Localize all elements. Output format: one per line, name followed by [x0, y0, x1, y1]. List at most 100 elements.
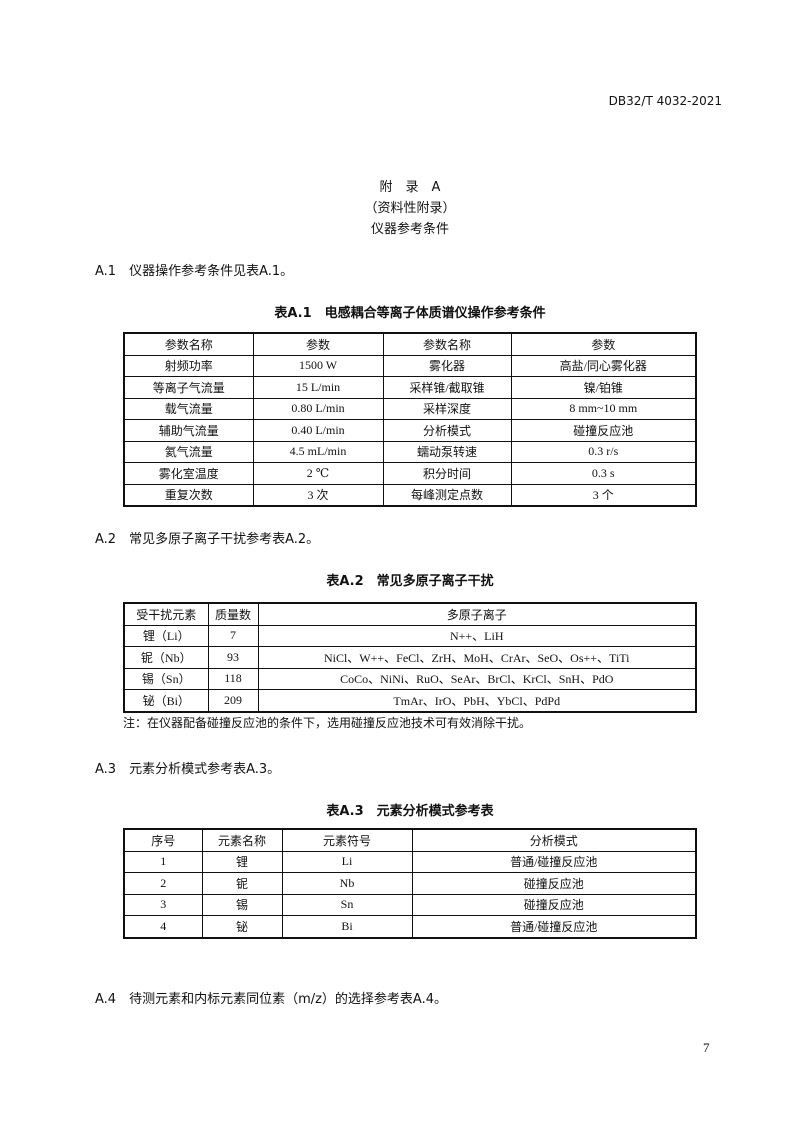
column-header: 分析模式 [411, 828, 697, 852]
appendix-title: 附 录 A [379, 180, 441, 195]
table-row: 铌（Nb） 93 NiCl、W++、FeCl、ZrH、MoH、CrAr、SeO、Os… [123, 646, 697, 669]
column-header: 质量数 [207, 602, 259, 626]
column-header: 元素符号 [281, 828, 413, 852]
table-cell: 积分时间 [382, 462, 512, 485]
table-cell: 辅助气流量 [123, 419, 254, 442]
column-header: 多原子离子 [257, 602, 697, 626]
table-cell: 7 [207, 624, 259, 647]
page-number: 7 [703, 1040, 710, 1055]
column-header: 参数名称 [382, 332, 512, 356]
table2-caption: 表A.2 常见多原子离子干扰 [326, 574, 494, 589]
table-row: 氦气流量 4.5 mL/min 蠕动泵转速 0.3 r/s [123, 440, 697, 463]
table3-caption: 表A.3 元素分析模式参考表 [326, 804, 494, 819]
table-cell: 118 [207, 667, 259, 690]
table-cell: 锂（Li） [123, 624, 209, 647]
table-row: 重复次数 3 次每峰测定点数 3 个 [123, 483, 697, 507]
table-cell: 普通/碰撞反应池 [411, 915, 697, 938]
table-cell: 射频功率 [123, 354, 254, 377]
table-row: 锂（Li） 7 N++、LiH [123, 624, 697, 647]
table-row: 射频功率 1500 W 雾化器 高盐/同心雾化器 [123, 354, 697, 377]
column-header: 参数 [252, 332, 384, 356]
table-cell: 碰撞反应池 [510, 419, 697, 442]
table-header-row: 受干扰元素 质量数 多原子离子 [123, 602, 697, 626]
table-cell: 0.80 L/min [252, 397, 384, 420]
table-cell: 采样锥/截取锥 [382, 376, 512, 399]
table-cell: 锂 [201, 850, 283, 873]
table-cell: Sn [281, 893, 413, 916]
column-header: 元素名称 [201, 828, 283, 852]
table-cell: 分析模式 [382, 419, 512, 442]
table-cell: TmAr、IrO、PbH、YbCl、PdPd [257, 689, 697, 712]
table-row: 1 锂 Li 普通/碰撞反应池 [123, 850, 697, 873]
section-a3: A.3 元素分析模式参考表A.3。 [95, 762, 281, 777]
table-cell: 15 L/min [252, 376, 384, 399]
table-cell: Bi [281, 915, 413, 938]
table1-caption: 表A.1 电感耦合等离子体质谱仪操作参考条件 [274, 306, 546, 321]
table-cell: 0.3 s [510, 462, 697, 485]
table-cell: 雾化器 [382, 354, 512, 377]
table-header-row: 参数名称 参数 参数名称 参数 [123, 332, 697, 356]
table-cell: 铋（Bi） [123, 689, 209, 712]
table-row: 3 锡 Sn 碰撞反应池 [123, 893, 697, 916]
section-a1: A.1 仪器操作参考条件见表A.1。 [95, 264, 294, 279]
table-row: 铋（Bi） 209 TmAr、IrO、PbH、YbCl、PdPd [123, 689, 697, 712]
table-cell: CoCo、NiNi、RuO、SeAr、BrCl、KrCl、SnH、PdO [257, 667, 697, 690]
table-cell: 等离子气流量 [123, 376, 254, 399]
table-cell: 镍/铂锥 [510, 376, 697, 399]
table-row: 载气流量 0.80 L/min 采样深度 8 mm~10 mm [123, 397, 697, 420]
table-cell: 高盐/同心雾化器 [510, 354, 697, 377]
appendix-subtitle: （资料性附录） [364, 201, 456, 216]
table-cell: 铋 [201, 915, 283, 938]
table2-note: 注：在仪器配备碰撞反应池的条件下，选用碰撞反应池技术可有效消除干扰。 [123, 716, 532, 730]
table2: 受干扰元素 质量数 多原子离子 锂（Li） 7 N++、LiH 铌（Nb） 93 NiCl、W+… [123, 602, 697, 713]
table-cell: 重复次数 [123, 483, 254, 507]
table-cell: 3 次 [252, 483, 384, 507]
document-code: DB32/T 4032-2021 [608, 94, 722, 108]
table-cell: 1 [123, 850, 203, 873]
table3: 序号 元素名称 元素符号 分析模式 1 锂 Li 普通/碰撞反应池 2 铌 Nb 碰撞反应池 3 锡 Sn 碰… [123, 828, 697, 939]
column-header: 参数名称 [123, 332, 254, 356]
table-cell: 0.40 L/min [252, 419, 384, 442]
table-cell: 2 [123, 872, 203, 895]
table-cell: 每峰测定点数 [382, 483, 512, 507]
table-cell: 209 [207, 689, 259, 712]
table-row: 等离子气流量 15 L/min 采样锥/截取锥 镍/铂锥 [123, 376, 697, 399]
section-a2: A.2 常见多原子离子干扰参考表A.2。 [95, 532, 320, 547]
table-row: 雾化室温度 2 ℃ 积分时间 0.3 s [123, 462, 697, 485]
table-cell: 1500 W [252, 354, 384, 377]
table-row: 锡（Sn） 118 CoCo、NiNi、RuO、SeAr、BrCl、KrCl、SnH… [123, 667, 697, 690]
table-cell: 蠕动泵转速 [382, 440, 512, 463]
column-header: 受干扰元素 [123, 602, 209, 626]
table-cell: 93 [207, 646, 259, 669]
table-cell: 采样深度 [382, 397, 512, 420]
table-header-row: 序号 元素名称 元素符号 分析模式 [123, 828, 697, 852]
table-cell: 3 [123, 893, 203, 916]
table-cell: 2 ℃ [252, 462, 384, 485]
table-cell: 3 个 [510, 483, 697, 507]
table-cell: 碰撞反应池 [411, 893, 697, 916]
appendix-heading: 仪器参考条件 [370, 222, 449, 237]
table-cell: NiCl、W++、FeCl、ZrH、MoH、CrAr、SeO、Os++、TiTi [257, 646, 697, 669]
table-cell: 雾化室温度 [123, 462, 254, 485]
section-a4: A.4 待测元素和内标元素同位素（m/z）的选择参考表A.4。 [95, 992, 448, 1007]
table-cell: 普通/碰撞反应池 [411, 850, 697, 873]
column-header: 参数 [510, 332, 697, 356]
table-cell: Nb [281, 872, 413, 895]
table-cell: 铌（Nb） [123, 646, 209, 669]
table-row: 辅助气流量 0.40 L/min 分析模式 碰撞反应池 [123, 419, 697, 442]
table1: 参数名称 参数 参数名称 参数 射频功率 1500 W 雾化器 高盐/同心雾化器 等离子气流量 1… [123, 332, 697, 507]
column-header: 序号 [123, 828, 203, 852]
table-cell: N++、LiH [257, 624, 697, 647]
table-row: 4 铋 Bi 普通/碰撞反应池 [123, 915, 697, 938]
table-cell: 铌 [201, 872, 283, 895]
table-row: 2 铌 Nb 碰撞反应池 [123, 872, 697, 895]
table-cell: 4 [123, 915, 203, 938]
table-cell: 0.3 r/s [510, 440, 697, 463]
table-cell: 氦气流量 [123, 440, 254, 463]
table-cell: 锡（Sn） [123, 667, 209, 690]
table-cell: 载气流量 [123, 397, 254, 420]
table-cell: 锡 [201, 893, 283, 916]
table-cell: 碰撞反应池 [411, 872, 697, 895]
table-cell: 4.5 mL/min [252, 440, 384, 463]
table-cell: Li [281, 850, 413, 873]
